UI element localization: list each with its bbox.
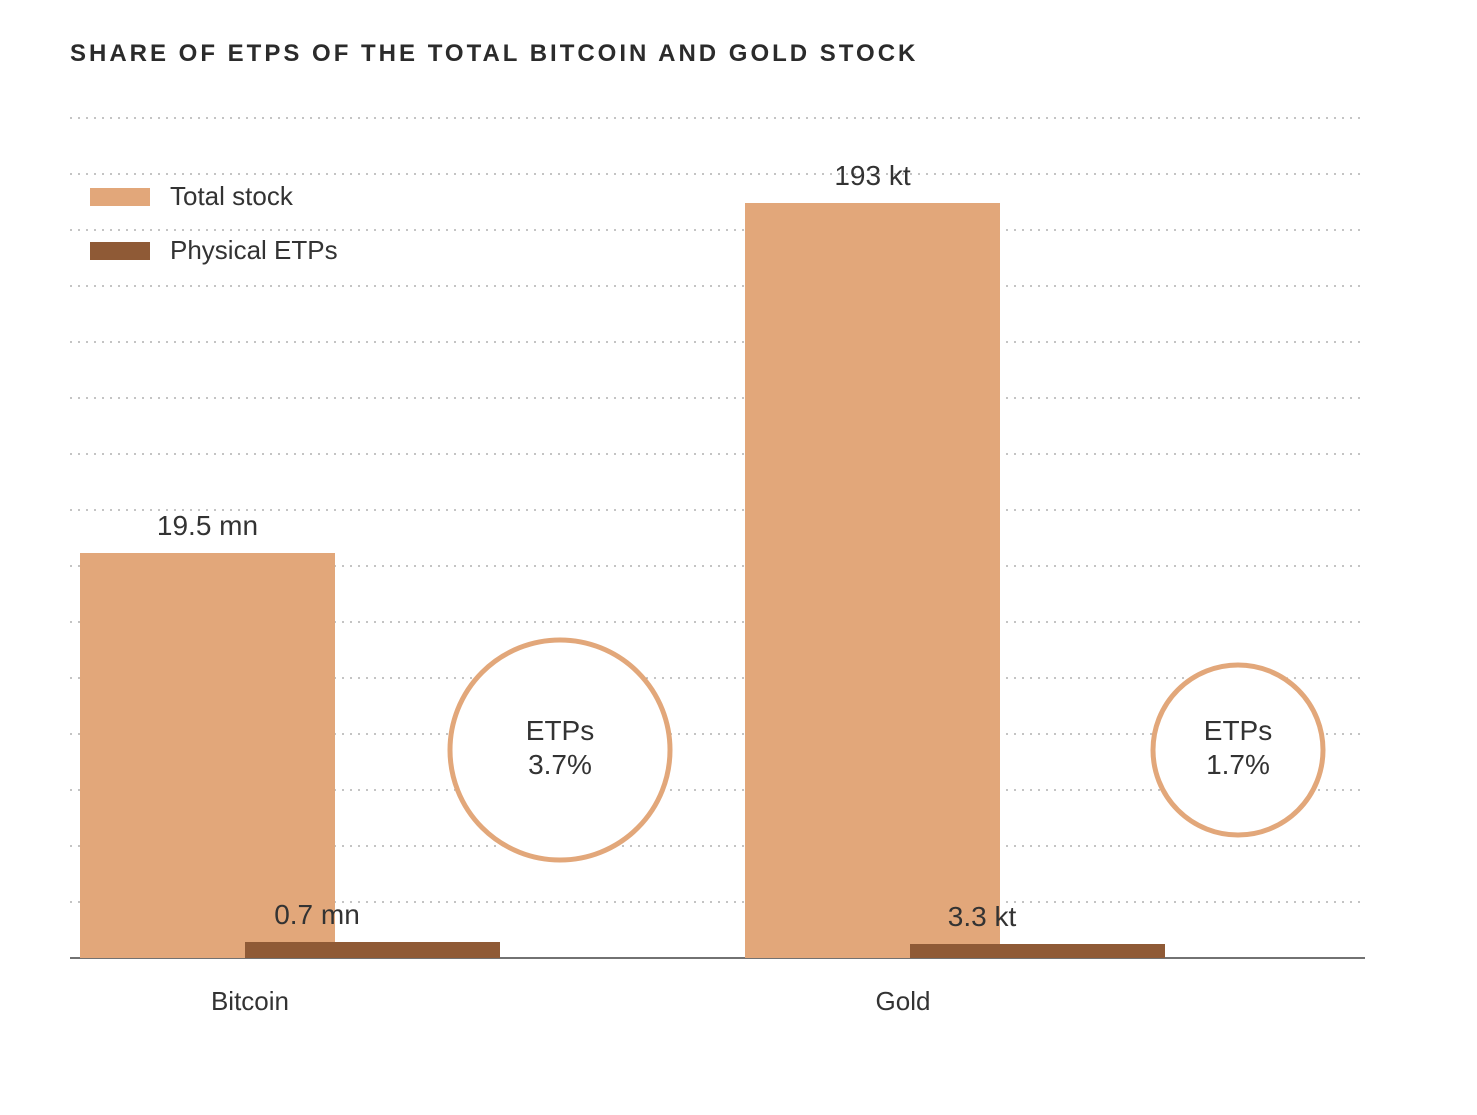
value-label-etp: 3.3 kt [948,901,1017,932]
bar-etp-gold [910,944,1165,958]
chart-title: SHARE OF ETPS OF THE TOTAL BITCOIN AND G… [70,40,1427,68]
chart-svg: 19.5 mn0.7 mnBitcoinETPs3.7%193 kt3.3 kt… [70,88,1365,1058]
value-label-total: 19.5 mn [157,510,258,541]
etp-share-value: 1.7% [1206,749,1270,780]
bar-total-gold [745,203,1000,958]
chart-area: 19.5 mn0.7 mnBitcoinETPs3.7%193 kt3.3 kt… [70,88,1365,1058]
etp-share-label: ETPs [526,715,594,746]
legend-swatch [90,242,150,260]
legend-label: Total stock [170,181,294,211]
legend-label: Physical ETPs [170,235,338,265]
bar-etp-bitcoin [245,942,500,958]
legend-swatch [90,188,150,206]
category-label: Bitcoin [211,986,289,1016]
etp-share-value: 3.7% [528,749,592,780]
value-label-total: 193 kt [834,160,910,191]
legend: Total stock Physical ETPs [90,181,338,265]
bar-total-bitcoin [80,553,335,958]
category-label: Gold [876,986,931,1016]
etp-share-label: ETPs [1204,715,1272,746]
value-label-etp: 0.7 mn [274,899,360,930]
